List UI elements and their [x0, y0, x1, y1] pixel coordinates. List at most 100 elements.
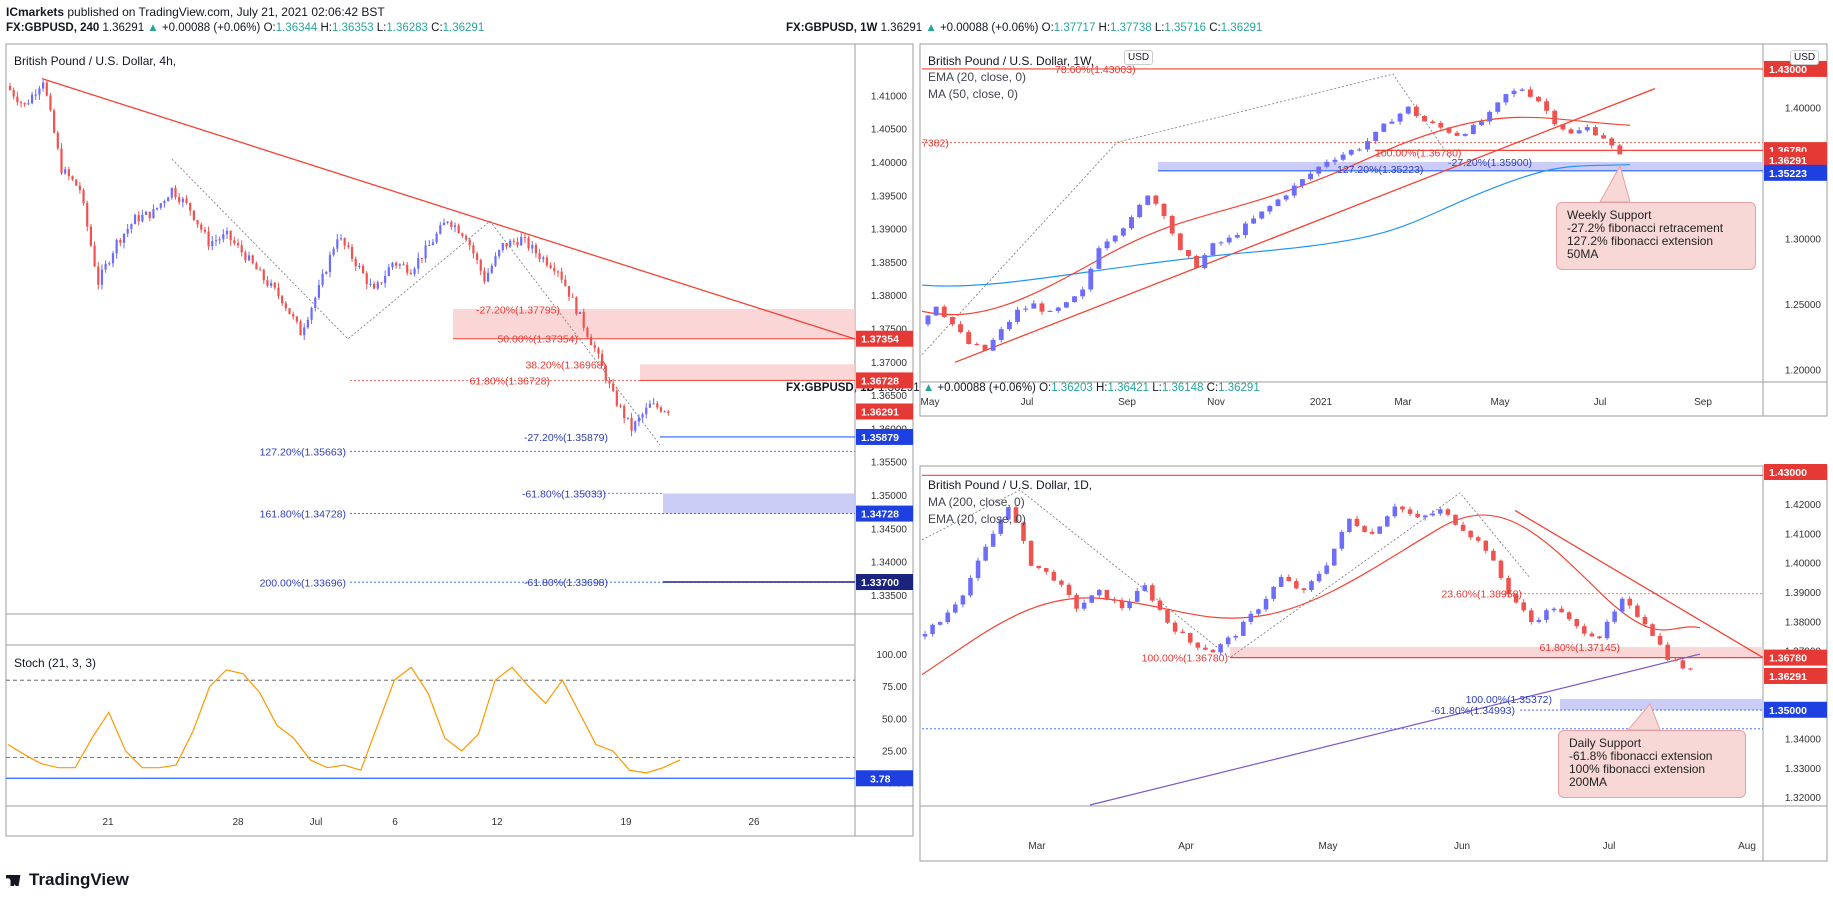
- w1-x-tick-5: Mar: [1394, 397, 1412, 408]
- h4-candle-body: [115, 240, 118, 254]
- d1-candle-body: [1301, 588, 1307, 591]
- d1-fib-label-0: 23.60%(1.38958): [1441, 589, 1522, 601]
- d1-candle-body: [1566, 612, 1572, 620]
- h4-candle-body: [615, 390, 618, 406]
- h4-candle-body: [192, 210, 195, 221]
- w1-candle-body: [974, 343, 980, 345]
- w1-candle-body: [1259, 211, 1265, 219]
- w1-candle-body: [1593, 127, 1598, 136]
- d1-price-label-2-bg: [1764, 667, 1827, 684]
- h4-candle-body: [321, 273, 324, 286]
- d1-candle-body: [1089, 595, 1094, 603]
- h4-candle-body: [648, 403, 652, 408]
- d1-ema20-line: [921, 514, 1701, 676]
- d1-candle-body: [1256, 609, 1261, 614]
- w1-candle-body: [1405, 106, 1411, 114]
- w1-candle-body: [1112, 235, 1118, 242]
- w1-candle-body: [1470, 125, 1476, 134]
- h4-candle-body: [284, 303, 287, 309]
- h4-candle-body: [60, 148, 63, 174]
- w1-candle-body: [1096, 248, 1102, 269]
- d1-candle-body: [1385, 516, 1390, 527]
- d1-open: 1.36203: [1051, 382, 1093, 394]
- w1-candle-body: [941, 306, 947, 317]
- h4-candle-body: [641, 414, 644, 418]
- h4-candle-body: [189, 202, 192, 211]
- d1-x-tick-0: Mar: [1028, 841, 1046, 852]
- h4-candle-body: [409, 272, 412, 275]
- h4-candle-body: [299, 321, 302, 336]
- h4-stoch-value: 3.78: [870, 773, 891, 785]
- h4-candle-body: [604, 365, 607, 381]
- h4-fib-swing-lines: [171, 158, 661, 446]
- w1-currency-badge[interactable]: USD: [1790, 50, 1820, 65]
- tradingview-logo[interactable]: TradingView: [6, 870, 129, 890]
- h4-candle-body: [567, 286, 571, 297]
- h4-candle-body: [534, 244, 538, 254]
- d1-candle-body: [1233, 635, 1238, 638]
- d1-up-arrow-icon: ▲: [922, 382, 935, 394]
- d1-downtrend-line: [1514, 509, 1764, 659]
- d1-price-label-1-bg: [1764, 649, 1827, 666]
- h4-support-zone: [663, 493, 855, 514]
- w1-ma50-line: [921, 163, 1631, 287]
- w1-ema-label: EMA (20, close, 0): [928, 70, 1027, 84]
- d1-candle-body: [1491, 550, 1496, 561]
- w1-candle-body: [1161, 203, 1167, 216]
- d1-candle-body: [1498, 560, 1504, 579]
- h4-candle-body: [108, 263, 111, 265]
- d1-symbol: FX:GBPUSD, 1D: [786, 382, 875, 394]
- h4-candle-body: [361, 265, 365, 274]
- w1-candle-body: [1560, 124, 1566, 130]
- d1-candle-body: [1271, 586, 1276, 599]
- h4-price-label-3-bg: [856, 428, 913, 445]
- d1-candle-body: [1635, 605, 1640, 617]
- h4-candle-body: [431, 242, 435, 246]
- h4-symbol-header: FX:GBPUSD, 240 1.36291 ▲ +0.00088 (+0.06…: [6, 22, 484, 34]
- d1-candle-body: [1331, 548, 1337, 566]
- d1-candle-body: [1278, 576, 1284, 587]
- w1-x-tick-6: May: [1491, 397, 1510, 408]
- h4-candle-body: [608, 380, 611, 384]
- h4-low: 1.36283: [386, 22, 428, 34]
- w1-x-tick-0: May: [921, 397, 940, 408]
- w1-x-tick-1: Jul: [1021, 397, 1034, 408]
- w1-change: +0.00088 (+0.06%): [939, 22, 1039, 34]
- w1-up-arrow-icon: ▲: [925, 22, 937, 34]
- h4-candle-body: [384, 275, 387, 284]
- h4-fib-label-8: 200.00%(1.33696): [260, 577, 346, 589]
- h4-candle-body: [549, 265, 552, 268]
- d1-candle-body: [1112, 599, 1117, 601]
- d1-candle-body: [1043, 568, 1049, 572]
- w1-candle-body: [1397, 113, 1403, 122]
- h4-currency-badge[interactable]: USD: [1124, 50, 1154, 65]
- d1-candle-body: [1650, 624, 1655, 636]
- h4-fib-label-5: 127.20%(1.35663): [260, 446, 346, 458]
- d1-h-label: H:: [1096, 382, 1108, 394]
- d1-candle-body: [1536, 619, 1542, 622]
- h4-candle-body: [490, 265, 493, 273]
- w1-candle-body: [1373, 131, 1379, 142]
- h4-candle-body: [156, 207, 159, 210]
- h4-candle-body: [347, 245, 350, 248]
- w1-candle-body: [1153, 195, 1159, 204]
- h4-candle-body: [277, 287, 280, 296]
- d1-support-zone: [1560, 698, 1763, 711]
- w1-candle-body: [1202, 255, 1208, 268]
- d1-candle-body: [1339, 531, 1345, 549]
- h4-candle-body: [167, 197, 170, 202]
- w1-title: British Pound / U.S. Dollar, 1W,: [928, 54, 1095, 68]
- h4-candle-body: [545, 257, 549, 266]
- h4-price-label-1-bg: [856, 372, 913, 389]
- h4-candle-body: [295, 316, 298, 322]
- h4-y-tick-12: 1.35000: [871, 491, 908, 502]
- d1-high: 1.36421: [1107, 382, 1150, 394]
- h4-candle-body: [450, 221, 453, 227]
- h4-candle-body: [19, 102, 23, 104]
- h4-candle-body: [358, 265, 361, 267]
- w1-ma-label: MA (50, close, 0): [928, 87, 1019, 101]
- w1-h-label: H:: [1098, 22, 1111, 34]
- h4-x-tick-1: 28: [232, 817, 244, 828]
- h4-candle-body: [71, 176, 74, 180]
